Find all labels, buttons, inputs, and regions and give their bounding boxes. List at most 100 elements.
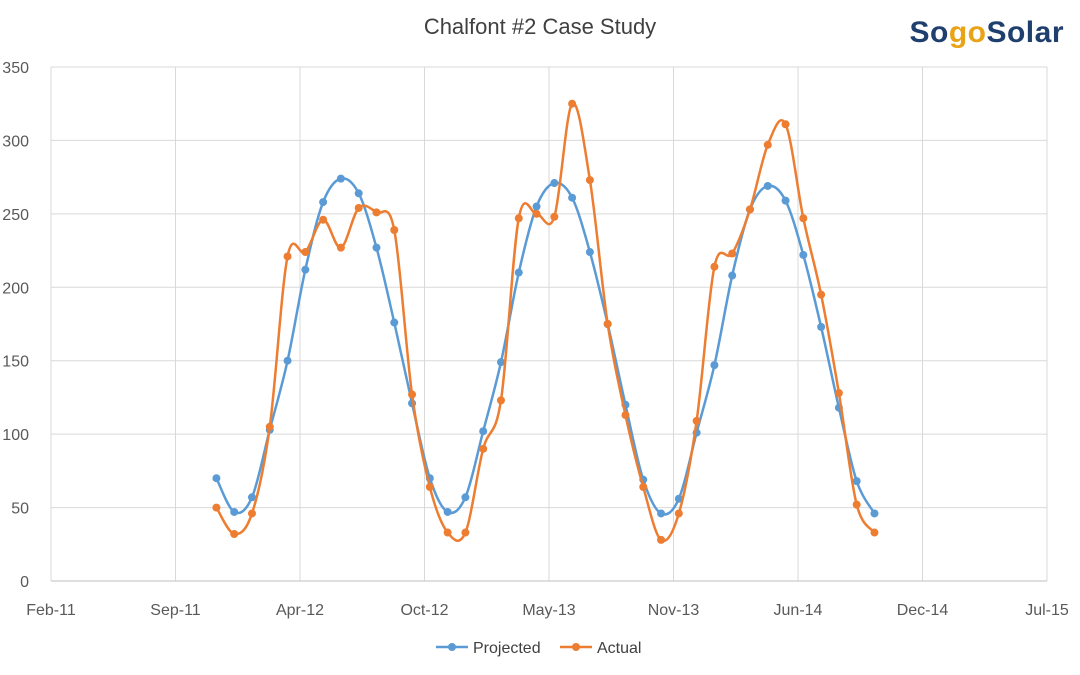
logo-text-solar: Solar bbox=[986, 16, 1064, 49]
data-point-projected[interactable] bbox=[212, 474, 221, 483]
data-point-projected[interactable] bbox=[479, 427, 488, 436]
data-point-projected[interactable] bbox=[283, 356, 292, 365]
data-point-actual[interactable] bbox=[496, 396, 505, 405]
logo-text-so: So bbox=[909, 16, 949, 49]
data-point-actual[interactable] bbox=[674, 509, 683, 518]
data-point-projected[interactable] bbox=[372, 243, 381, 252]
data-point-actual[interactable] bbox=[247, 509, 256, 518]
series-projected bbox=[212, 174, 879, 518]
y-axis-tick-labels: 0 50 100 150 200 250 300 350 bbox=[2, 60, 29, 591]
y-tick-label: 100 bbox=[2, 427, 29, 444]
series-line-actual bbox=[215, 102, 876, 543]
x-tick-label: Apr-12 bbox=[276, 602, 324, 619]
data-point-actual[interactable] bbox=[408, 390, 417, 399]
data-point-projected[interactable] bbox=[763, 181, 772, 190]
data-point-projected[interactable] bbox=[301, 265, 310, 274]
gridlines bbox=[50, 66, 1048, 581]
data-point-projected[interactable] bbox=[514, 268, 523, 277]
data-point-actual[interactable] bbox=[550, 212, 559, 221]
data-point-actual[interactable] bbox=[230, 530, 239, 539]
data-point-projected[interactable] bbox=[550, 179, 559, 188]
data-point-projected[interactable] bbox=[852, 477, 861, 486]
legend-item-actual[interactable]: Actual bbox=[560, 640, 641, 657]
series-actual bbox=[212, 99, 879, 544]
data-point-projected[interactable] bbox=[354, 189, 363, 198]
data-point-projected[interactable] bbox=[443, 507, 452, 516]
x-tick-label: Sep-11 bbox=[150, 602, 201, 619]
data-point-actual[interactable] bbox=[532, 209, 541, 218]
data-point-projected[interactable] bbox=[710, 361, 719, 370]
data-point-actual[interactable] bbox=[283, 252, 292, 261]
data-point-projected[interactable] bbox=[674, 494, 683, 503]
data-point-actual[interactable] bbox=[354, 203, 363, 212]
data-point-projected[interactable] bbox=[461, 493, 470, 502]
legend-item-projected[interactable]: Projected bbox=[436, 640, 541, 657]
data-point-actual[interactable] bbox=[657, 535, 666, 544]
legend-marker-actual bbox=[572, 643, 580, 651]
x-tick-label: Dec-14 bbox=[897, 602, 949, 619]
x-tick-label: Oct-12 bbox=[400, 602, 448, 619]
y-tick-label: 200 bbox=[2, 280, 29, 297]
data-point-actual[interactable] bbox=[763, 140, 772, 149]
data-point-projected[interactable] bbox=[870, 509, 879, 518]
data-point-actual[interactable] bbox=[692, 416, 701, 425]
y-tick-label: 50 bbox=[11, 501, 29, 518]
data-point-actual[interactable] bbox=[621, 411, 630, 420]
legend-label-projected: Projected bbox=[473, 640, 541, 657]
legend: Projected Actual bbox=[436, 640, 641, 657]
x-axis-tick-labels: Feb-11 Sep-11 Apr-12 Oct-12 May-13 Nov-13 Jun-… bbox=[26, 602, 1069, 619]
chart-title: Chalfont #2 Case Study bbox=[423, 14, 657, 39]
data-point-actual[interactable] bbox=[443, 528, 452, 537]
data-point-actual[interactable] bbox=[799, 214, 808, 223]
data-point-actual[interactable] bbox=[745, 205, 754, 214]
data-point-actual[interactable] bbox=[265, 422, 274, 431]
data-point-actual[interactable] bbox=[728, 249, 737, 258]
data-point-projected[interactable] bbox=[817, 322, 826, 331]
data-point-projected[interactable] bbox=[336, 174, 345, 183]
data-point-actual[interactable] bbox=[817, 290, 826, 299]
data-point-actual[interactable] bbox=[781, 120, 790, 129]
x-tick-label: Jul-15 bbox=[1025, 602, 1069, 619]
data-point-actual[interactable] bbox=[479, 444, 488, 453]
data-point-actual[interactable] bbox=[870, 528, 879, 537]
data-point-projected[interactable] bbox=[230, 507, 239, 516]
data-point-projected[interactable] bbox=[247, 493, 256, 502]
data-point-projected[interactable] bbox=[532, 202, 541, 211]
data-point-projected[interactable] bbox=[568, 193, 577, 202]
data-point-actual[interactable] bbox=[212, 503, 221, 512]
x-tick-label: May-13 bbox=[522, 602, 575, 619]
data-point-actual[interactable] bbox=[390, 226, 399, 235]
y-tick-label: 350 bbox=[2, 60, 29, 77]
data-point-actual[interactable] bbox=[461, 528, 470, 537]
x-tick-label: Jun-14 bbox=[774, 602, 823, 619]
data-point-actual[interactable] bbox=[834, 389, 843, 398]
data-point-actual[interactable] bbox=[585, 176, 594, 185]
legend-marker-projected bbox=[448, 643, 456, 651]
data-point-projected[interactable] bbox=[390, 318, 399, 327]
data-point-projected[interactable] bbox=[585, 248, 594, 257]
data-point-actual[interactable] bbox=[372, 208, 381, 217]
y-tick-label: 250 bbox=[2, 207, 29, 224]
data-point-actual[interactable] bbox=[336, 243, 345, 252]
data-point-projected[interactable] bbox=[657, 509, 666, 518]
data-point-actual[interactable] bbox=[852, 500, 861, 509]
data-point-actual[interactable] bbox=[301, 248, 310, 257]
legend-label-actual: Actual bbox=[597, 640, 641, 657]
data-point-actual[interactable] bbox=[603, 320, 612, 328]
y-tick-label: 0 bbox=[20, 574, 29, 591]
data-point-projected[interactable] bbox=[781, 196, 790, 205]
data-point-actual[interactable] bbox=[514, 214, 523, 223]
logo-text-go: go bbox=[948, 16, 987, 49]
data-point-actual[interactable] bbox=[425, 483, 434, 492]
data-point-actual[interactable] bbox=[568, 99, 577, 108]
data-point-projected[interactable] bbox=[799, 250, 808, 259]
sogosolar-logo: SogoSolar bbox=[909, 16, 1064, 50]
data-point-actual[interactable] bbox=[639, 483, 648, 492]
data-point-projected[interactable] bbox=[496, 358, 505, 367]
y-tick-label: 150 bbox=[2, 354, 29, 371]
data-point-projected[interactable] bbox=[319, 198, 328, 207]
data-point-actual[interactable] bbox=[710, 262, 719, 271]
data-point-projected[interactable] bbox=[728, 271, 737, 280]
data-point-actual[interactable] bbox=[319, 215, 328, 224]
